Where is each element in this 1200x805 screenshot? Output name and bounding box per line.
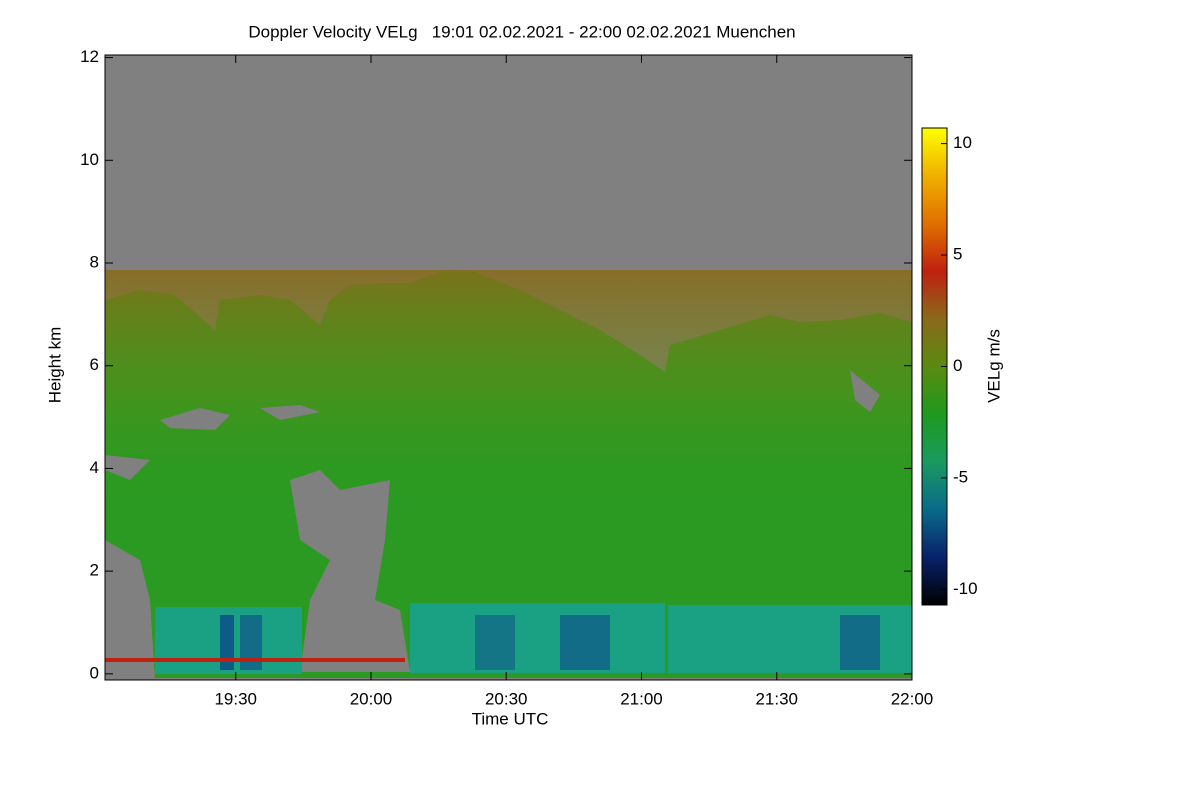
y-tick-label: 8: [90, 252, 99, 271]
chart-title: Doppler Velocity VELg 19:01 02.02.2021 -…: [248, 22, 795, 41]
colorbar-tick-label: 5: [953, 245, 962, 264]
y-tick-label: 10: [80, 150, 99, 169]
plot-frame: [104, 54, 913, 681]
x-tick-label: 20:00: [350, 689, 393, 708]
colorbar-tick-label: 0: [953, 356, 962, 375]
velocity-field: [105, 270, 912, 680]
y-tick-label: 4: [90, 458, 99, 477]
x-tick-label: 22:00: [891, 689, 934, 708]
x-tick-label: 21:00: [620, 689, 663, 708]
x-tick-label: 19:30: [214, 689, 257, 708]
y-tick-label: 0: [90, 663, 99, 682]
colorbar-tick-label: -10: [953, 579, 978, 598]
y-axis-label: Height km: [45, 327, 64, 404]
colorbar-tick-label: -5: [953, 467, 968, 486]
colorbar-tick-label: 10: [953, 133, 972, 152]
y-tick-label: 2: [90, 561, 99, 580]
x-axis-label: Time UTC: [472, 709, 549, 728]
x-tick-label: 20:30: [485, 689, 528, 708]
y-tick-label: 12: [80, 47, 99, 66]
colorbar-label: VELg m/s: [984, 329, 1003, 403]
y-tick-label: 6: [90, 355, 99, 374]
x-tick-label: 21:30: [755, 689, 798, 708]
